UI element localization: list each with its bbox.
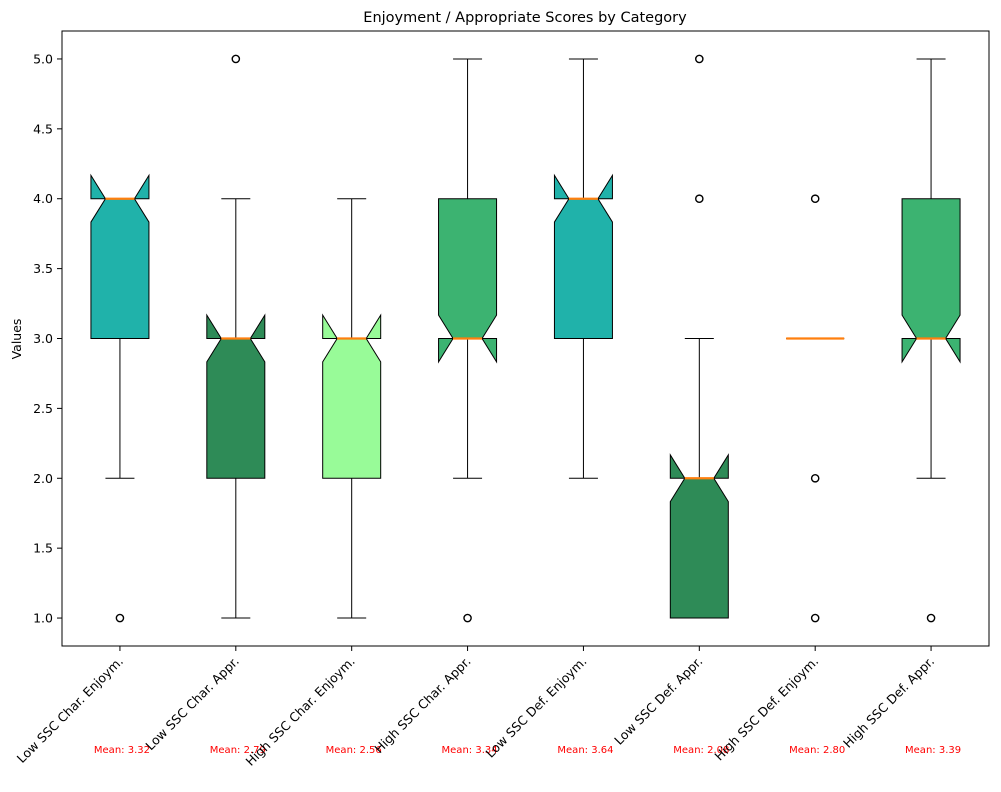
outlier-point [695, 194, 704, 204]
mean-annotation: Mean: 2.80 [789, 745, 845, 756]
box-2: Low SSC Char. Appr.Mean: 2.79 [142, 54, 266, 756]
chart-title: Enjoyment / Appropriate Scores by Catego… [363, 10, 687, 26]
box-body [206, 313, 266, 479]
box-8: High SSC Def. Appr.Mean: 3.39 [840, 58, 961, 756]
outlier-point [115, 613, 125, 623]
y-tick-label: 1.0 [33, 611, 53, 626]
outlier-point [463, 613, 472, 623]
box-7: High SSC Def. Enjoym.Mean: 2.80 [711, 194, 845, 763]
y-tick-label: 2.0 [33, 471, 53, 486]
outlier-point [810, 613, 820, 623]
y-tick-label: 4.5 [33, 121, 53, 136]
box-body [553, 173, 613, 339]
mean-annotation: Mean: 3.32 [94, 745, 150, 756]
plot-frame [61, 30, 990, 647]
box-body [901, 198, 961, 364]
plot-area: 1.0 1.5 2.0 2.5 3.0 3.5 4.0 4.5 5.0 Low SSC Char.… [14, 51, 961, 768]
y-tick-label: 3.5 [33, 261, 53, 276]
y-tick-label: 2.5 [33, 401, 53, 416]
x-tick-label: High SSC Def. Appr. [840, 654, 937, 751]
x-tick-label: High SSC Char. Appr. [371, 654, 473, 756]
mean-annotation: Mean: 2.56 [326, 745, 382, 756]
y-tick-label: 4.0 [33, 191, 53, 206]
outlier-point [926, 613, 936, 623]
x-tick-label: Low SSC Char. Appr. [142, 654, 242, 754]
box-body [322, 313, 382, 479]
box-4: High SSC Char. Appr.Mean: 3.34 [371, 58, 498, 756]
box-3: High SSC Char. Enjoym.Mean: 2.56 [243, 198, 382, 769]
outlier-point [810, 194, 820, 204]
mean-annotation: Mean: 3.34 [442, 745, 498, 756]
box-5: Low SSC Def. Enjoym.Mean: 3.64 [482, 58, 613, 761]
box-body [438, 198, 498, 364]
mean-annotation: Mean: 2.79 [210, 745, 266, 756]
box-body [669, 453, 729, 619]
mean-annotation: Mean: 2.08 [673, 745, 729, 756]
y-tick-label: 5.0 [33, 51, 53, 66]
outlier-point [231, 54, 241, 64]
box-6: Low SSC Def. Appr.Mean: 2.08 [611, 54, 729, 756]
box-body [90, 173, 150, 339]
y-axis-label: Values [9, 319, 24, 360]
mean-annotation: Mean: 3.39 [905, 745, 961, 756]
outlier-point [810, 473, 820, 483]
x-tick-label: Low SSC Def. Appr. [611, 654, 705, 748]
y-tick-label: 3.0 [33, 331, 53, 346]
outlier-point [695, 54, 704, 64]
mean-annotation: Mean: 3.64 [557, 745, 613, 756]
y-tick-label: 1.5 [33, 541, 53, 556]
